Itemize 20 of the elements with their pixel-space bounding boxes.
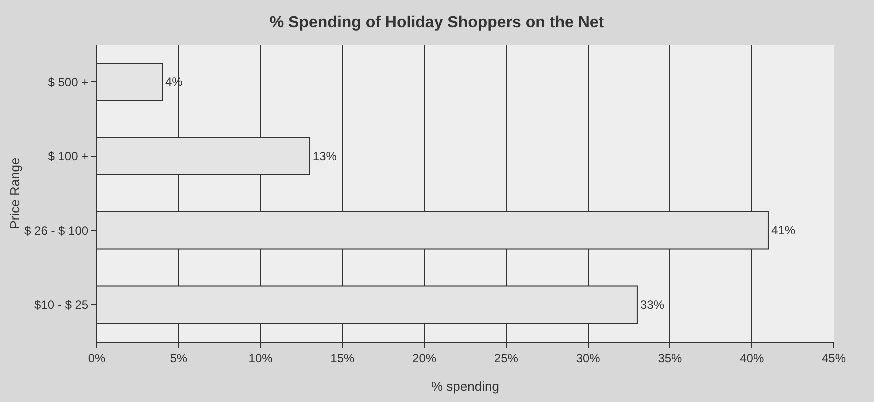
data-label: 33% bbox=[640, 298, 665, 312]
y-tick-label: $10 - $ 25 bbox=[34, 298, 89, 312]
x-tick-label: 30% bbox=[576, 351, 601, 366]
x-tick-label: 35% bbox=[658, 351, 683, 366]
y-tick-label: $ 26 - $ 100 bbox=[24, 224, 89, 238]
x-tick-label: 5% bbox=[170, 351, 188, 366]
y-tick-label: $ 100 + bbox=[48, 150, 89, 164]
data-label: 13% bbox=[312, 149, 338, 164]
y-tick-label: $ 500 + bbox=[48, 75, 89, 90]
x-tick-label: 0% bbox=[88, 351, 106, 366]
x-axis-title: % spending bbox=[432, 379, 500, 394]
x-tick-label: 25% bbox=[494, 351, 519, 366]
x-tick-label: 20% bbox=[412, 351, 437, 366]
x-tick-label: 10% bbox=[248, 351, 274, 366]
x-tick-label: 15% bbox=[330, 351, 355, 366]
x-tick-label: 40% bbox=[740, 351, 764, 366]
y-axis-title: Price Range bbox=[8, 158, 23, 230]
chart-title: % Spending of Holiday Shoppers on the Net bbox=[270, 14, 605, 32]
x-tick-label: 45% bbox=[822, 351, 846, 366]
data-label: 41% bbox=[771, 224, 796, 238]
